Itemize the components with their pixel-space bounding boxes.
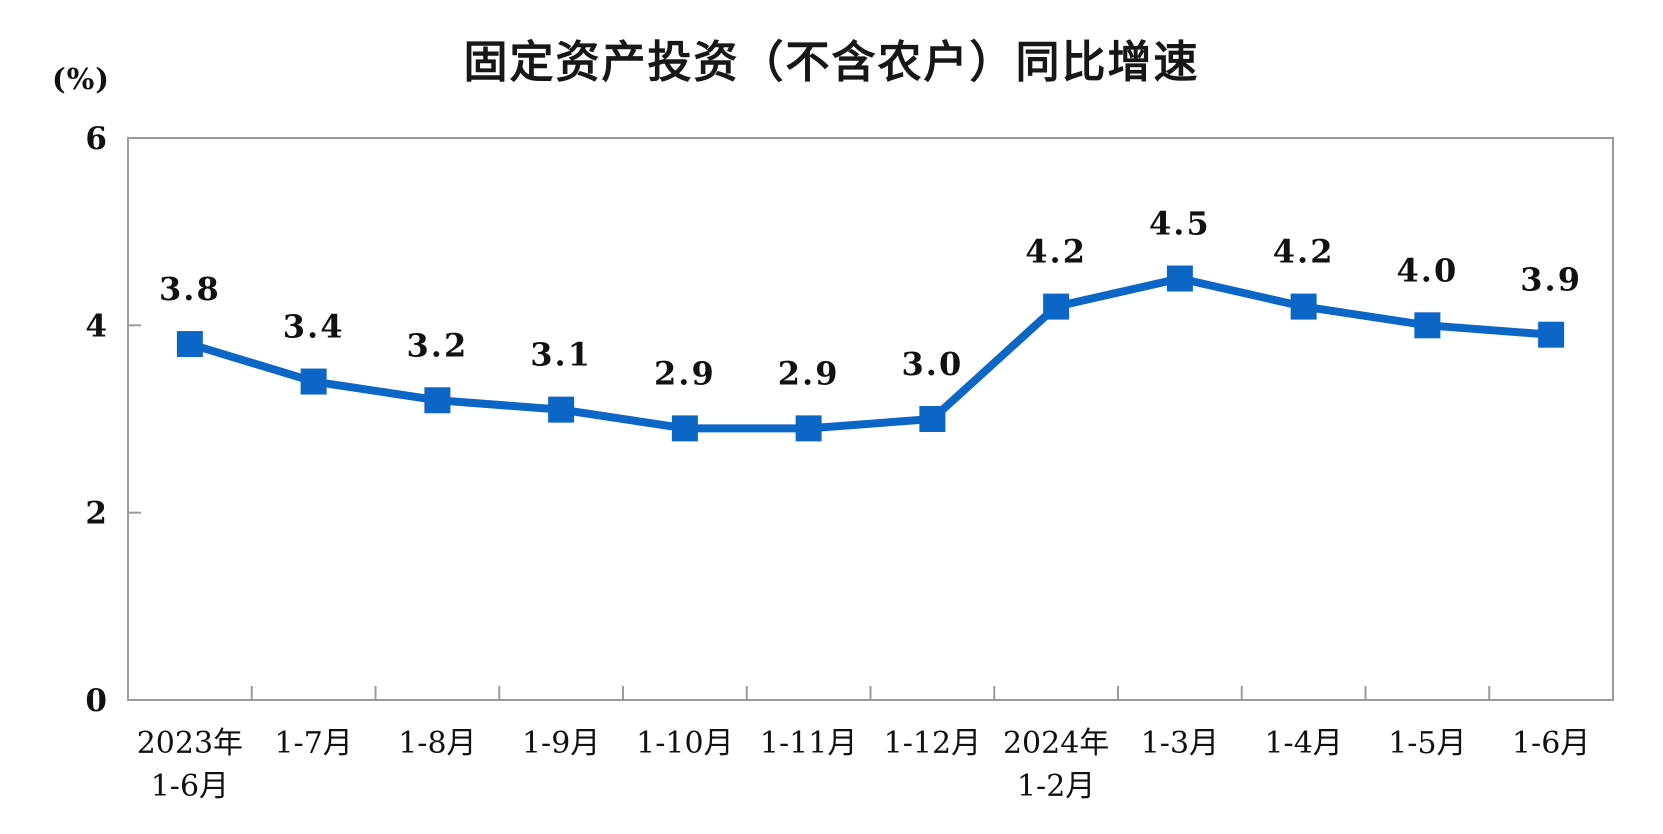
y-tick-label: 4	[85, 308, 107, 344]
data-point-label: 4.0	[1397, 251, 1459, 289]
data-point-label: 3.4	[283, 308, 345, 346]
x-tick-label: 1-6月	[1512, 726, 1590, 761]
plot-border	[127, 137, 1614, 701]
data-point-label: 3.2	[407, 326, 469, 364]
x-tick-label: 1-8月	[398, 726, 476, 761]
x-tick-label: 1-3月	[1141, 726, 1219, 761]
data-point-label: 4.2	[1025, 233, 1087, 271]
data-point-label: 3.1	[530, 336, 592, 374]
data-point-marker	[1043, 293, 1070, 320]
x-tick-label: 1-11月	[760, 726, 857, 761]
y-tick-label: 2	[85, 496, 107, 532]
data-point-label: 4.5	[1149, 205, 1211, 243]
x-tick-label: 1-5月	[1388, 726, 1466, 761]
data-point-label: 3.0	[902, 345, 964, 383]
data-point-label: 2.9	[654, 354, 716, 392]
y-tick-label: 6	[85, 121, 107, 157]
data-point-marker	[424, 387, 451, 414]
data-point-marker	[919, 406, 946, 432]
data-point-marker	[1290, 293, 1317, 320]
data-point-marker	[548, 396, 575, 423]
data-point-marker	[671, 415, 698, 442]
x-tick-label: 1-12月	[884, 726, 981, 761]
data-point-marker	[795, 415, 822, 442]
x-tick-label: 2023年 1-6月	[137, 726, 243, 804]
data-point-label: 4.2	[1273, 233, 1335, 271]
x-tick-label: 1-9月	[522, 726, 600, 761]
y-axis-unit-label: (%)	[52, 62, 110, 96]
y-tick-label: 0	[85, 683, 107, 719]
data-point-label: 3.9	[1520, 261, 1582, 299]
data-point-marker	[176, 331, 203, 358]
data-point-marker	[1166, 265, 1193, 292]
chart-title: 固定资产投资（不含农户）同比增速	[463, 38, 1200, 87]
data-point-label: 3.8	[159, 270, 221, 308]
data-point-label: 2.9	[778, 354, 840, 392]
x-tick-label: 1-4月	[1264, 726, 1342, 761]
x-tick-label: 1-7月	[274, 726, 352, 761]
trend-line	[188, 274, 1552, 433]
data-point-marker	[1414, 312, 1441, 339]
x-tick-label: 2024年 1-2月	[1003, 726, 1109, 804]
data-point-marker	[300, 368, 327, 395]
x-tick-label: 1-10月	[636, 726, 733, 761]
data-point-marker	[1538, 321, 1565, 348]
